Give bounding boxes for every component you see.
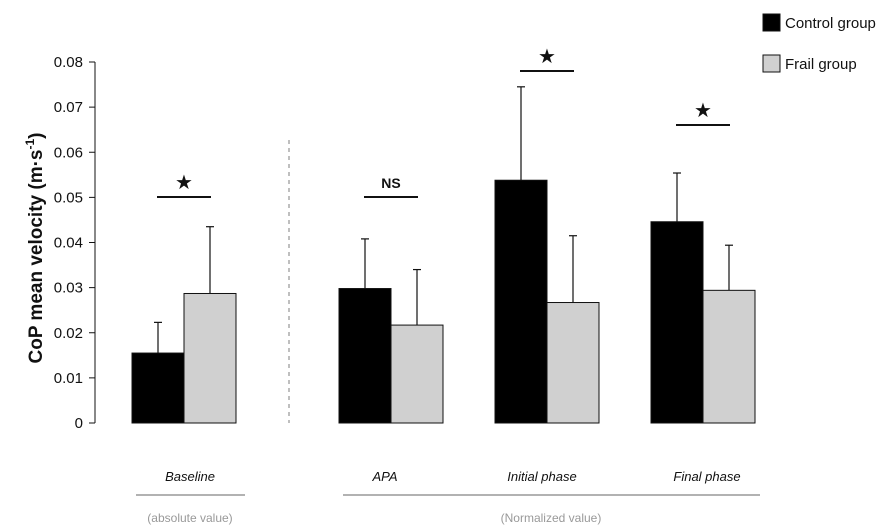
y-axis-title: CoP mean velocity (m·s-1) xyxy=(23,132,47,363)
y-tick-label: 0.08 xyxy=(54,54,83,71)
significance-label: NS xyxy=(381,175,400,191)
legend-swatch xyxy=(762,54,781,73)
y-tick-label: 0.03 xyxy=(54,280,83,297)
y-axis: 0 0.01 0.02 0.03 0.04 0.05 0.06 0.07 0.08 xyxy=(54,54,96,432)
legend-label: Control group xyxy=(785,15,876,32)
y-tick-label: 0.06 xyxy=(54,144,83,161)
significance-star: ★ xyxy=(538,46,556,68)
bar xyxy=(650,221,704,424)
y-tick-label: 0.07 xyxy=(54,99,83,116)
y-tick-label: 0.05 xyxy=(54,189,83,206)
legend-swatch xyxy=(762,13,781,32)
bar xyxy=(546,302,600,424)
category-label: APA xyxy=(371,469,397,484)
significance-markers: ★ NS ★ ★ xyxy=(157,46,730,198)
category-labels: Baseline APA Initial phase Final phase xyxy=(165,469,741,484)
bar xyxy=(338,288,392,424)
legend-label: Frail group xyxy=(785,56,857,73)
group-label: (absolute value) xyxy=(147,511,232,525)
y-tick-label: 0 xyxy=(75,415,83,432)
bar xyxy=(183,292,237,424)
y-tick-label: 0.02 xyxy=(54,325,83,342)
category-label: Initial phase xyxy=(507,469,576,484)
group-labels: (absolute value) (Normalized value) xyxy=(136,494,760,525)
category-label: Final phase xyxy=(673,469,740,484)
bar xyxy=(494,179,548,424)
bar xyxy=(390,324,444,424)
bars xyxy=(131,86,756,424)
significance-star: ★ xyxy=(694,100,712,122)
category-label: Baseline xyxy=(165,469,215,484)
y-tick-label: 0.04 xyxy=(54,235,83,252)
y-tick-label: 0.01 xyxy=(54,370,83,387)
group-label: (Normalized value) xyxy=(501,511,602,525)
bar xyxy=(131,352,185,424)
bar xyxy=(702,289,756,424)
significance-star: ★ xyxy=(175,172,193,194)
legend: Control group Frail group xyxy=(762,13,876,73)
